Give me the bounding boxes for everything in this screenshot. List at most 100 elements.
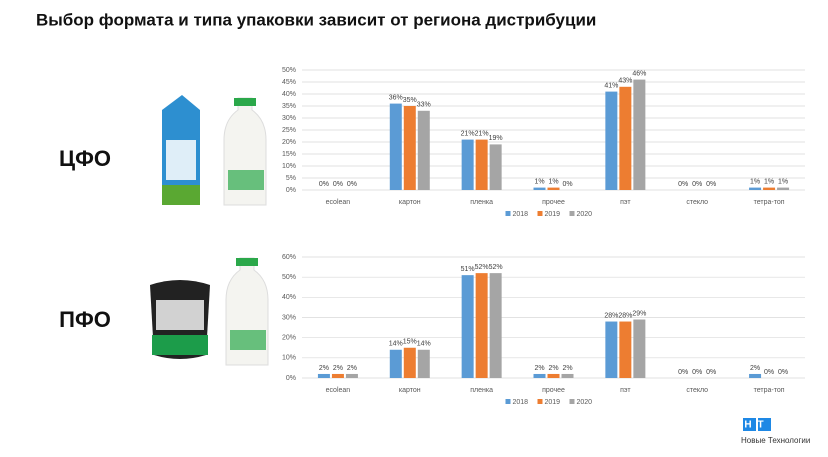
bar	[533, 187, 546, 190]
legend-label: 2019	[545, 211, 561, 218]
value-label: 46%	[632, 70, 646, 77]
region-label: ЦФО	[59, 146, 111, 171]
bar	[633, 319, 646, 378]
value-label: 1%	[764, 178, 774, 185]
bar	[605, 91, 618, 190]
logo-box	[743, 418, 756, 431]
value-label: 2%	[562, 365, 572, 372]
bar	[547, 373, 560, 378]
bar	[403, 106, 416, 190]
value-label: 0%	[692, 369, 702, 376]
x-tick-label: ecolean	[326, 387, 351, 394]
bar	[389, 349, 402, 378]
value-label: 0%	[347, 181, 357, 188]
y-tick-label: 30%	[282, 115, 296, 122]
x-tick-label: стекло	[686, 199, 708, 206]
value-label: 0%	[706, 369, 716, 376]
bar	[403, 347, 416, 378]
bar	[763, 187, 776, 190]
bar	[547, 187, 560, 190]
slide-title: Выбор формата и типа упаковки зависит от…	[36, 10, 596, 29]
value-label: 2%	[347, 365, 357, 372]
bar	[633, 79, 646, 190]
bar	[561, 373, 574, 378]
x-tick-label: тетра-топ	[754, 199, 785, 206]
product-cfo	[162, 95, 267, 206]
legend-label: 2019	[545, 399, 561, 406]
bar	[389, 103, 402, 190]
legend-swatch	[537, 211, 543, 216]
bar	[417, 110, 430, 190]
value-label: 36%	[389, 94, 403, 101]
bar	[533, 373, 546, 378]
value-label: 41%	[604, 82, 618, 89]
value-label: 0%	[562, 181, 572, 188]
value-label: 1%	[534, 178, 544, 185]
value-label: 2%	[750, 365, 760, 372]
value-label: 51%	[461, 266, 475, 273]
product-pfo	[150, 257, 269, 366]
value-label: 15%	[403, 339, 417, 346]
x-tick-label: тетра-топ	[754, 387, 785, 394]
value-label: 35%	[403, 97, 417, 104]
value-label: 1%	[548, 178, 558, 185]
bar	[461, 275, 474, 378]
bar	[749, 187, 762, 190]
y-tick-label: 0%	[286, 187, 296, 194]
bar	[749, 373, 762, 378]
x-tick-label: стекло	[686, 387, 708, 394]
bar	[345, 373, 358, 378]
value-label: 14%	[389, 341, 403, 348]
value-label: 0%	[764, 369, 774, 376]
y-tick-label: 10%	[282, 355, 296, 362]
x-tick-label: ecolean	[326, 199, 351, 206]
value-label: 2%	[534, 365, 544, 372]
value-label: 19%	[489, 135, 503, 142]
x-tick-label: пленка	[470, 199, 493, 206]
x-tick-label: картон	[399, 387, 421, 394]
bar	[331, 373, 344, 378]
bar	[461, 139, 474, 190]
x-tick-label: пленка	[470, 387, 493, 394]
bar	[777, 187, 790, 190]
y-tick-label: 0%	[286, 375, 296, 382]
legend-swatch	[505, 399, 511, 404]
x-tick-label: пэт	[620, 387, 631, 394]
legend-label: 2018	[513, 211, 529, 218]
y-tick-label: 5%	[286, 175, 296, 182]
value-label: 2%	[548, 365, 558, 372]
y-tick-label: 25%	[282, 127, 296, 134]
value-label: 21%	[461, 130, 475, 137]
legend-swatch	[569, 399, 575, 404]
bar	[475, 273, 488, 378]
region-label: ПФО	[59, 307, 111, 332]
y-tick-label: 40%	[282, 294, 296, 301]
y-tick-label: 30%	[282, 314, 296, 321]
value-label: 0%	[706, 181, 716, 188]
value-label: 52%	[475, 264, 489, 271]
legend-swatch	[569, 211, 575, 216]
value-label: 28%	[618, 312, 632, 319]
y-tick-label: 20%	[282, 335, 296, 342]
y-tick-label: 45%	[282, 79, 296, 86]
y-tick-label: 15%	[282, 151, 296, 158]
bar	[619, 321, 632, 378]
value-label: 0%	[678, 369, 688, 376]
value-label: 21%	[475, 130, 489, 137]
bar	[619, 86, 632, 190]
y-tick-label: 50%	[282, 67, 296, 74]
value-label: 1%	[778, 178, 788, 185]
y-tick-label: 40%	[282, 91, 296, 98]
logo: НТ Новые Технологии	[741, 418, 810, 445]
value-label: 0%	[778, 369, 788, 376]
bar	[475, 139, 488, 190]
legend-label: 2018	[513, 399, 529, 406]
bar	[605, 321, 618, 378]
value-label: 28%	[604, 312, 618, 319]
bar	[489, 273, 502, 378]
value-label: 0%	[319, 181, 329, 188]
logo-name: Новые Технологии	[741, 436, 810, 445]
value-label: 2%	[319, 365, 329, 372]
